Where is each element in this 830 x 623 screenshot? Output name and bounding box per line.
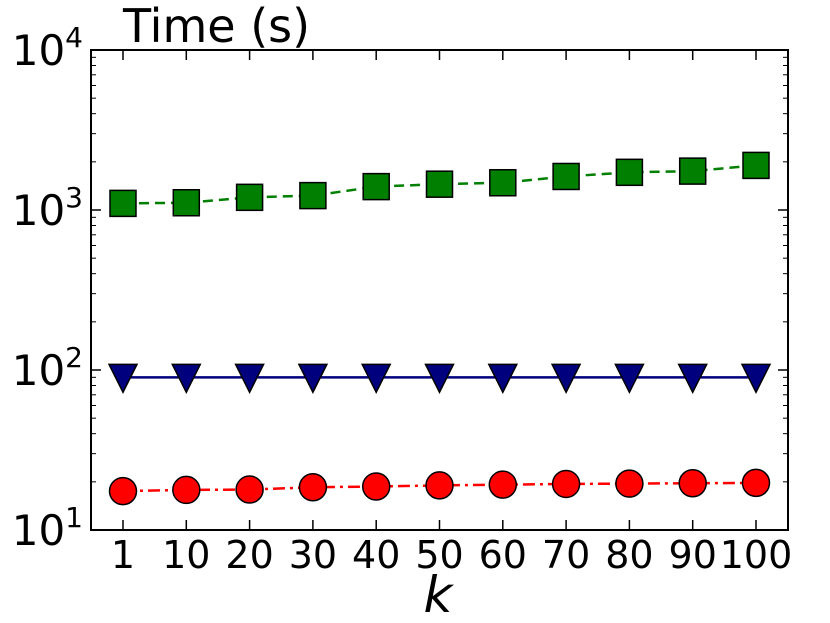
data-point-circle xyxy=(488,470,518,499)
data-point-square xyxy=(362,172,390,201)
data-point-circle xyxy=(108,476,138,506)
y-tick-exponent: 1 xyxy=(65,501,83,534)
x-tick-label: 40 xyxy=(352,533,400,577)
x-tick-label: 90 xyxy=(669,533,717,577)
data-point-circle xyxy=(615,469,644,498)
series-triangle-down xyxy=(107,363,772,394)
y-tick-base: 10 xyxy=(12,346,65,395)
data-point-square xyxy=(742,151,770,180)
y-tick-base: 10 xyxy=(12,506,65,555)
data-point-triangle xyxy=(550,363,582,394)
y-tick-base: 10 xyxy=(12,26,65,75)
x-tick-label: 1 xyxy=(111,533,135,577)
data-point-triangle xyxy=(614,363,645,394)
x-tick-label: 100 xyxy=(720,533,793,577)
data-point-square xyxy=(109,189,137,218)
data-point-square xyxy=(678,157,707,185)
data-point-square xyxy=(235,183,264,212)
data-point-triangle xyxy=(487,363,519,394)
y-tick-exponent: 3 xyxy=(65,181,83,214)
data-point-triangle xyxy=(297,363,329,394)
series-line xyxy=(122,164,757,205)
x-tick-label: 10 xyxy=(162,533,210,577)
data-point-square xyxy=(299,181,327,210)
data-point-square xyxy=(489,169,517,197)
x-tick-label: 30 xyxy=(289,533,337,577)
series-circle xyxy=(108,468,771,506)
data-point-square xyxy=(615,158,644,187)
data-point-triangle xyxy=(360,363,392,394)
data-point-circle xyxy=(551,469,581,499)
y-tick-exponent: 2 xyxy=(65,341,83,374)
chart-title: Time (s) xyxy=(122,0,310,53)
x-tick-label: 80 xyxy=(605,533,653,577)
x-tick-label: 50 xyxy=(415,533,463,577)
data-point-triangle xyxy=(424,363,455,394)
data-point-circle xyxy=(741,468,771,498)
data-point-circle xyxy=(235,475,264,504)
y-tick-label: 103 xyxy=(12,181,83,235)
axis-ticks xyxy=(91,49,788,531)
y-tick-exponent: 4 xyxy=(65,21,83,54)
x-tick-label: 20 xyxy=(225,533,273,577)
data-point-circle xyxy=(361,472,391,501)
data-point-triangle xyxy=(234,363,265,394)
y-tick-label: 101 xyxy=(12,501,83,555)
x-axis-label: k xyxy=(424,566,455,623)
data-point-square xyxy=(552,162,580,191)
x-tick-label: 60 xyxy=(479,533,527,577)
data-point-triangle xyxy=(740,363,772,394)
data-point-triangle xyxy=(171,363,202,394)
data-point-triangle xyxy=(677,363,708,394)
data-point-circle xyxy=(298,473,328,502)
x-tick-labels: 1 10 20 30 40 50 60 70 80 90 100 xyxy=(111,533,792,577)
data-point-square xyxy=(425,170,454,198)
data-point-square xyxy=(172,188,201,217)
y-tick-label: 104 xyxy=(12,21,83,75)
series-square xyxy=(109,151,770,218)
data-point-triangle xyxy=(107,363,139,394)
series-line xyxy=(122,481,757,493)
series-layer xyxy=(107,151,772,506)
y-tick-base: 10 xyxy=(12,186,65,235)
plot-area-frame xyxy=(90,49,789,531)
y-tick-label: 102 xyxy=(12,341,83,395)
data-point-circle xyxy=(172,475,201,505)
x-tick-label: 70 xyxy=(542,533,590,577)
data-point-circle xyxy=(425,471,454,500)
data-point-circle xyxy=(678,468,707,498)
